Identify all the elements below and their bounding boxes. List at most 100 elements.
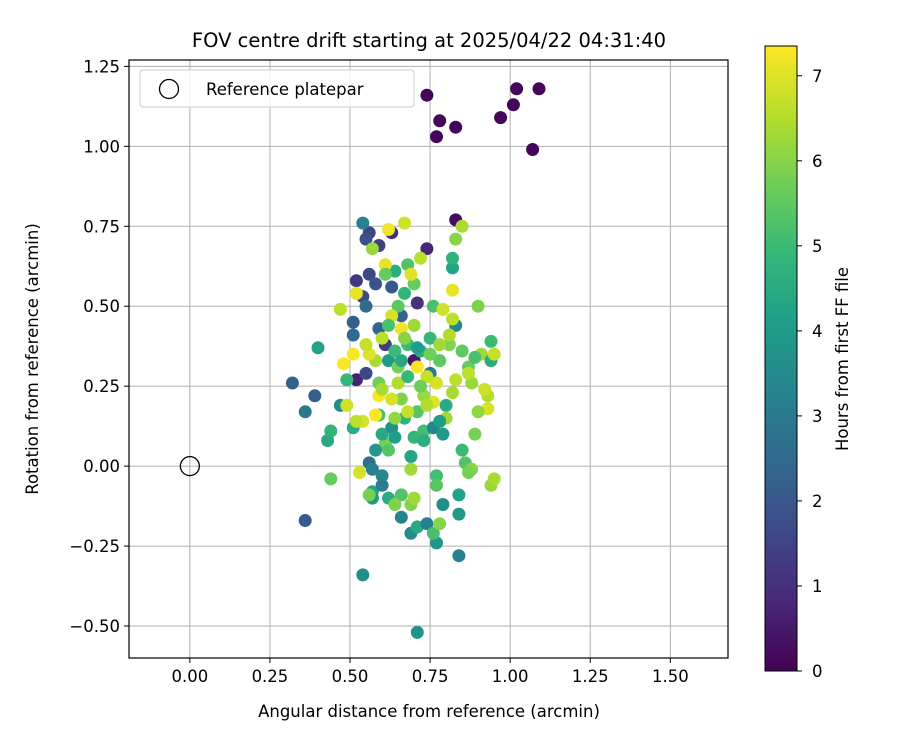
legend-label: Reference platepar: [206, 80, 364, 99]
data-point: [410, 341, 424, 355]
x-axis-label: Angular distance from reference (arcmin): [258, 702, 600, 721]
x-tick-label: 1.25: [572, 667, 609, 686]
data-point: [487, 472, 501, 486]
colorbar-tick-label: 4: [812, 322, 823, 341]
data-point: [494, 111, 508, 125]
y-tick-label: −0.25: [69, 537, 120, 556]
data-point: [324, 472, 338, 486]
data-point: [506, 98, 520, 112]
x-tick-label: 0.25: [252, 667, 289, 686]
data-point: [442, 328, 456, 342]
data-point: [353, 466, 367, 479]
chart-title: FOV centre drift starting at 2025/04/22 …: [192, 29, 666, 52]
data-point: [359, 366, 373, 380]
data-point: [446, 312, 459, 326]
colorbar: 0 1 2 3 4 5 6 7 Hours from first FF file: [764, 45, 852, 681]
x-tick-label: 0.50: [332, 667, 369, 686]
data-point: [394, 354, 408, 368]
data-point: [369, 408, 383, 422]
x-tick-label: 0.75: [412, 667, 449, 686]
data-point: [471, 405, 485, 419]
data-point: [378, 258, 392, 272]
colorbar-tick-label: 0: [812, 662, 823, 681]
data-point: [375, 478, 389, 492]
data-point: [298, 405, 312, 419]
data-point: [430, 469, 443, 483]
data-point: [410, 405, 424, 419]
colorbar-tick-label: 2: [812, 492, 823, 511]
data-point: [388, 344, 402, 358]
data-point: [478, 382, 492, 396]
data-point: [446, 283, 459, 297]
data-point: [401, 405, 415, 419]
data-point: [308, 389, 322, 403]
data-point: [468, 350, 482, 364]
data-point: [340, 398, 354, 412]
data-point: [430, 376, 443, 390]
y-tick-label: 0.00: [83, 457, 120, 476]
data-point: [391, 376, 405, 390]
data-point: [337, 357, 351, 371]
y-tick-label: 1.25: [83, 57, 120, 76]
data-point: [394, 392, 408, 406]
data-point: [433, 338, 447, 352]
data-point: [356, 216, 370, 230]
data-point: [346, 315, 360, 329]
y-axis-label: Rotation from reference (arcmin): [23, 223, 42, 495]
y-tick-label: 0.25: [83, 377, 120, 396]
data-point: [452, 507, 466, 521]
data-point: [359, 338, 373, 352]
x-axis-ticks: 0.00 0.25 0.50 0.75 1.00 1.25 1.50: [171, 658, 689, 686]
data-point: [359, 232, 373, 246]
data-point: [430, 130, 443, 144]
data-point: [375, 469, 389, 483]
data-point: [426, 526, 440, 540]
colorbar-label: Hours from first FF file: [833, 267, 852, 451]
data-point: [369, 443, 383, 457]
legend: Reference platepar: [139, 69, 415, 108]
data-point: [433, 114, 447, 128]
data-point: [398, 216, 411, 230]
data-point: [455, 344, 469, 358]
data-point: [340, 373, 354, 387]
data-point: [449, 373, 463, 387]
data-point: [410, 360, 424, 374]
data-point: [420, 370, 434, 384]
data-point: [417, 434, 431, 447]
data-point: [388, 430, 402, 444]
data-point: [375, 427, 389, 441]
data-point: [349, 414, 363, 428]
data-point: [452, 549, 466, 563]
data-point: [362, 267, 376, 281]
data-point: [378, 267, 392, 281]
data-point: [420, 517, 434, 531]
colorbar-tick-label: 3: [812, 407, 823, 426]
data-point: [436, 302, 450, 316]
data-points: [285, 82, 546, 639]
data-point: [420, 242, 434, 256]
colorbar-ticks: 0 1 2 3 4 5 6 7: [797, 67, 823, 681]
data-point: [398, 331, 411, 345]
data-point: [349, 373, 363, 387]
data-point: [410, 625, 424, 639]
reference-marker-layer: [179, 455, 201, 477]
legend-marker-open-circle-icon: [158, 78, 180, 100]
data-point: [423, 347, 437, 361]
data-point: [455, 443, 469, 457]
data-point: [365, 242, 379, 256]
data-point: [462, 366, 475, 380]
data-point: [388, 498, 402, 511]
y-tick-label: 1.00: [83, 137, 120, 156]
data-point: [414, 379, 427, 393]
data-point: [356, 568, 370, 582]
data-point: [442, 338, 456, 352]
data-point: [385, 392, 399, 406]
data-point: [430, 478, 443, 492]
x-tick-label: 0.00: [171, 667, 208, 686]
data-point: [407, 491, 421, 505]
data-point: [436, 427, 450, 441]
data-point: [346, 347, 360, 361]
data-point: [404, 267, 418, 281]
data-point: [471, 299, 485, 313]
x-tick-label: 1.50: [652, 667, 689, 686]
